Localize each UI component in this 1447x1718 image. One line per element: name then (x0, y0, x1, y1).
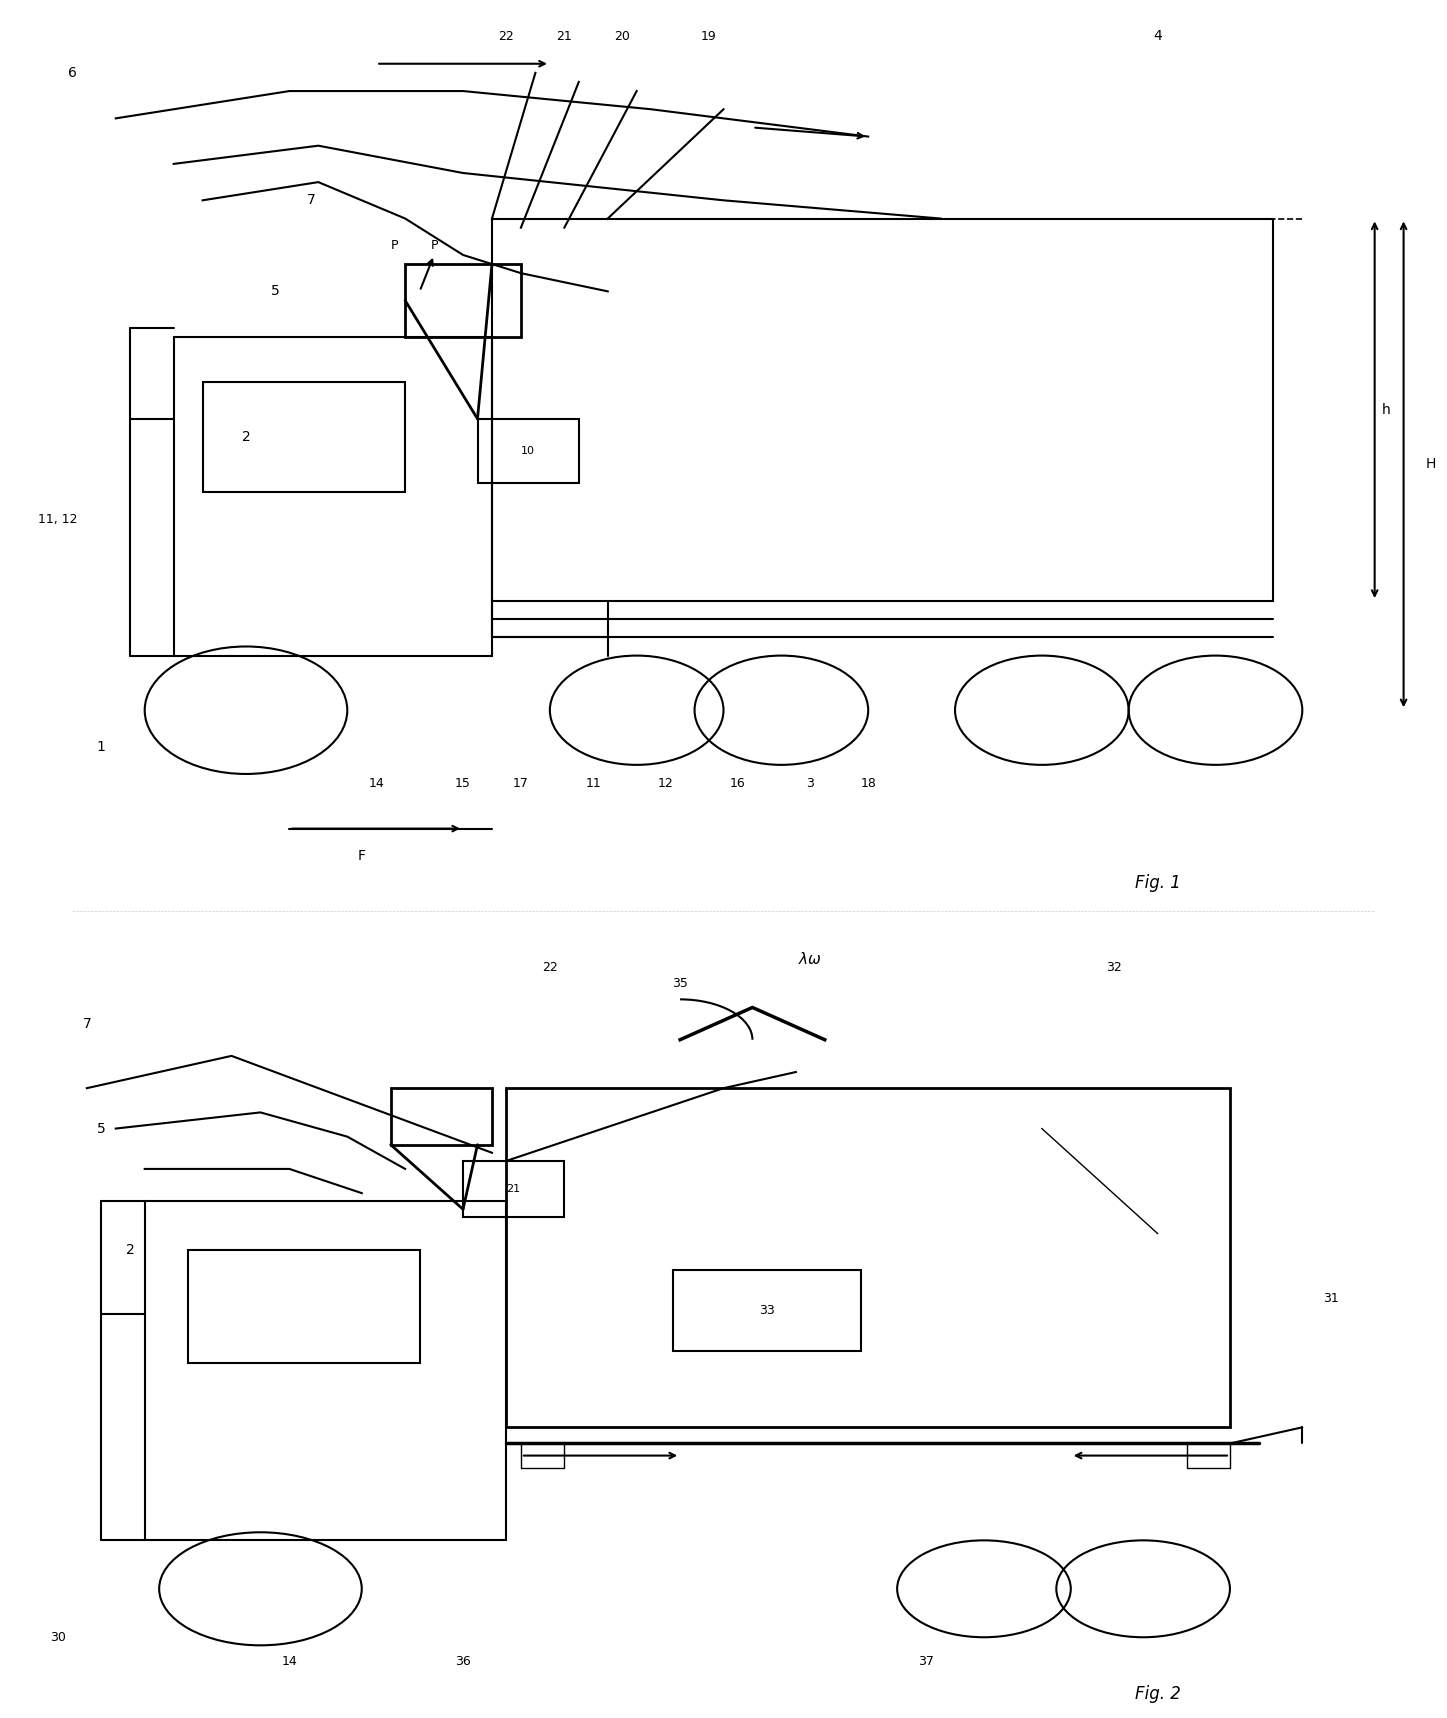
Text: 2: 2 (242, 430, 250, 443)
Bar (405, 265, 521, 337)
Text: 14: 14 (369, 777, 383, 790)
Bar (521, 1443, 564, 1467)
Bar (506, 1087, 1230, 1428)
Text: 3: 3 (806, 777, 815, 790)
Text: 19: 19 (702, 29, 716, 43)
Text: 7: 7 (82, 1017, 91, 1031)
Text: 17: 17 (514, 777, 528, 790)
Text: 1: 1 (97, 740, 106, 754)
Bar (203, 383, 405, 491)
Text: 31: 31 (1324, 1292, 1338, 1304)
Text: 15: 15 (456, 777, 470, 790)
Text: 22: 22 (499, 29, 514, 43)
Text: 37: 37 (919, 1654, 933, 1668)
Text: H: H (1425, 457, 1435, 471)
Text: 18: 18 (861, 777, 875, 790)
Text: 35: 35 (673, 978, 687, 990)
Text: Fig. 1: Fig. 1 (1134, 874, 1181, 892)
Text: P: P (430, 239, 438, 253)
Bar (463, 1161, 564, 1218)
Bar (1187, 1443, 1230, 1467)
Text: 21: 21 (557, 29, 572, 43)
Text: $\lambda\omega$: $\lambda\omega$ (799, 952, 822, 967)
Text: 20: 20 (615, 29, 629, 43)
Text: 16: 16 (731, 777, 745, 790)
Text: 36: 36 (456, 1654, 470, 1668)
Text: 6: 6 (68, 65, 77, 79)
Bar (145, 1201, 506, 1541)
Text: 14: 14 (282, 1654, 297, 1668)
Text: 32: 32 (1107, 960, 1121, 974)
Text: 2: 2 (126, 1242, 135, 1256)
Bar (492, 218, 1273, 601)
Bar (174, 337, 492, 656)
Text: 10: 10 (521, 445, 535, 455)
Text: h: h (1382, 402, 1391, 417)
Text: F: F (357, 849, 366, 862)
Text: 21: 21 (506, 1184, 521, 1194)
Text: 11: 11 (586, 777, 601, 790)
Text: 11, 12: 11, 12 (38, 512, 78, 526)
Text: 12: 12 (658, 777, 673, 790)
Text: 5: 5 (97, 1122, 106, 1136)
Text: 4: 4 (1153, 29, 1162, 43)
Text: Fig. 2: Fig. 2 (1134, 1685, 1181, 1703)
Bar (188, 1249, 420, 1362)
Text: 22: 22 (543, 960, 557, 974)
Text: 7: 7 (307, 194, 315, 208)
Bar (391, 1087, 492, 1144)
Text: 33: 33 (760, 1304, 774, 1316)
Text: 30: 30 (51, 1630, 65, 1644)
Bar (478, 419, 579, 483)
Text: P: P (391, 239, 398, 253)
Text: 5: 5 (271, 285, 279, 299)
